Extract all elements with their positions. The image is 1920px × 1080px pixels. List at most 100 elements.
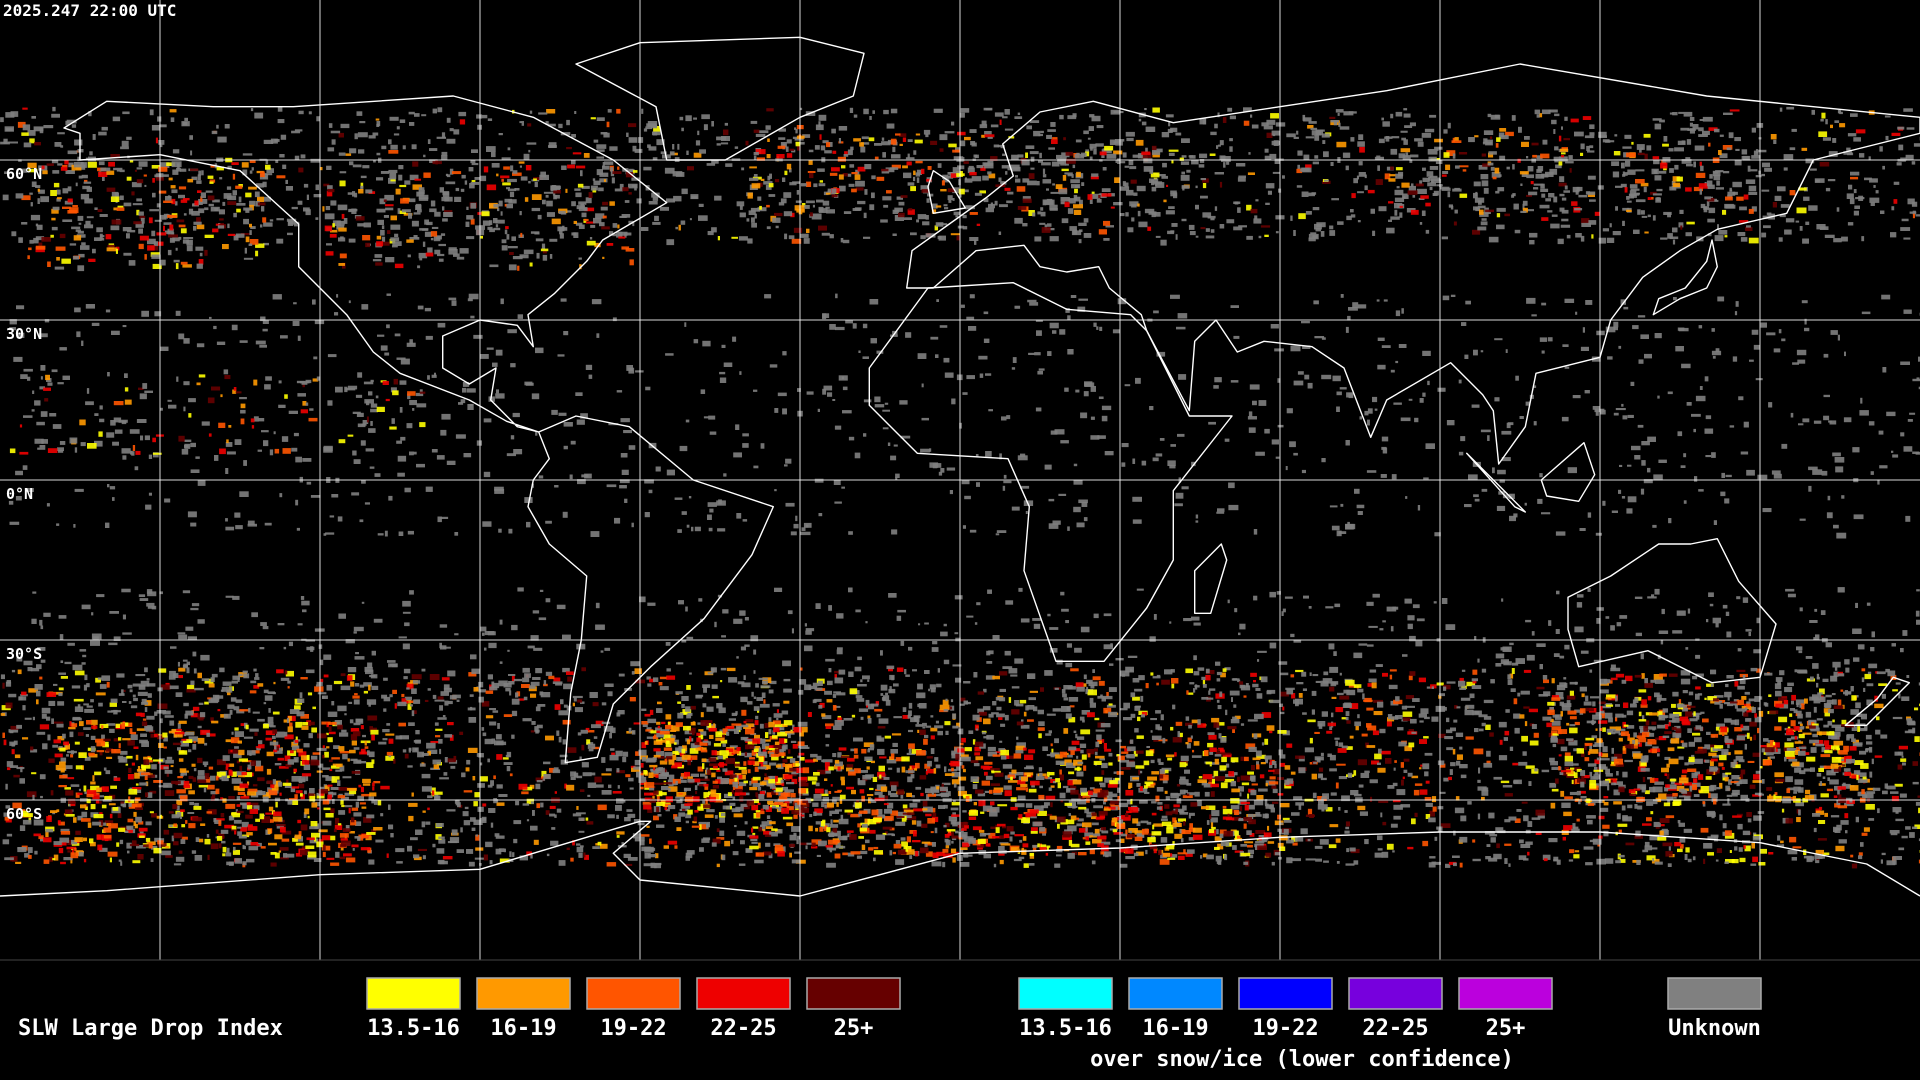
cloud-pixel [691,196,698,199]
cloud-pixel [1386,843,1394,850]
cloud-pixel [384,352,390,356]
cloud-pixel [1230,380,1239,383]
cloud-pixel [129,728,133,734]
cloud-pixel [861,136,869,140]
cloud-pixel [1403,717,1411,722]
cloud-pixel [351,492,360,496]
cloud-pixel [170,117,175,122]
cloud-pixel [565,188,568,193]
cloud-pixel [675,172,685,177]
cloud-pixel [307,692,313,696]
cloud-pixel [628,123,637,128]
cloud-pixel [1011,154,1019,160]
cloud-pixel [488,396,495,402]
cloud-pixel [1187,737,1192,743]
cloud-pixel [394,263,404,269]
cloud-pixel [1624,187,1628,193]
cloud-pixel [39,445,46,448]
cloud-pixel [1089,114,1095,118]
cloud-pixel [763,830,772,835]
cloud-pixel [523,153,530,160]
cloud-pixel [577,479,586,485]
cloud-pixel [1665,815,1675,819]
cloud-pixel [1376,299,1380,302]
cloud-pixel [1170,127,1178,133]
cloud-pixel [875,701,879,706]
cloud-pixel [297,393,306,397]
cloud-pixel [1510,688,1516,692]
cloud-pixel [1156,682,1159,686]
cloud-pixel [1129,201,1139,207]
cloud-pixel [1751,206,1757,212]
cloud-pixel [1473,192,1478,199]
cloud-pixel [417,305,424,310]
cloud-pixel [1685,187,1692,192]
cloud-pixel [821,715,832,720]
cloud-pixel [695,140,701,146]
cloud-pixel [357,372,363,378]
cloud-pixel [886,190,892,194]
cloud-pixel [1541,302,1547,306]
cloud-pixel [581,667,586,672]
cloud-pixel [1875,190,1879,194]
cloud-pixel [595,213,605,219]
cloud-pixel [419,422,426,428]
cloud-pixel [1493,776,1503,780]
cloud-pixel [1682,792,1692,798]
cloud-pixel [1124,384,1131,387]
cloud-pixel [622,187,629,192]
cloud-pixel [390,144,398,150]
cloud-pixel [785,502,795,507]
cloud-pixel [1129,166,1137,170]
cloud-pixel [415,203,422,210]
cloud-pixel [189,135,193,140]
cloud-pixel [250,794,259,798]
cloud-pixel [983,767,992,770]
cloud-pixel [50,190,57,196]
cloud-pixel [1661,767,1669,773]
cloud-pixel [328,123,333,128]
cloud-pixel [1056,154,1062,159]
cloud-pixel [1216,511,1225,514]
cloud-pixel [563,331,569,336]
cloud-pixel [902,137,907,142]
cloud-pixel [774,725,777,729]
cloud-pixel [644,512,650,518]
cloud-pixel [977,793,986,797]
cloud-pixel [979,373,984,378]
cloud-pixel [445,181,456,185]
cloud-pixel [39,676,43,680]
cloud-pixel [69,207,79,214]
cloud-pixel [1542,854,1551,860]
cloud-pixel [381,241,390,246]
cloud-pixel [313,356,318,360]
cloud-pixel [1438,693,1445,697]
cloud-pixel [1748,208,1754,214]
cloud-pixel [1087,194,1093,200]
cloud-pixel [1866,741,1873,745]
cloud-pixel [1504,793,1513,797]
cloud-pixel [1098,396,1104,399]
cloud-pixel [1486,760,1491,764]
cloud-pixel [1915,451,1920,455]
cloud-pixel [795,129,798,134]
cloud-pixel [437,516,442,523]
cloud-pixel [363,682,372,687]
cloud-pixel [1452,137,1456,142]
cloud-pixel [231,324,238,331]
cloud-pixel [612,171,622,174]
cloud-pixel [1522,203,1525,210]
cloud-pixel [1841,495,1845,499]
cloud-pixel [1442,295,1450,301]
cloud-pixel [1757,474,1768,480]
cloud-pixel [1037,211,1042,215]
cloud-pixel [1338,776,1348,780]
cloud-pixel [1882,165,1885,170]
cloud-pixel [110,154,120,159]
cloud-pixel [73,162,84,168]
cloud-pixel [197,672,202,679]
cloud-pixel [442,218,448,222]
cloud-pixel [1721,472,1725,478]
cloud-pixel [694,526,701,532]
cloud-pixel [1274,348,1284,352]
